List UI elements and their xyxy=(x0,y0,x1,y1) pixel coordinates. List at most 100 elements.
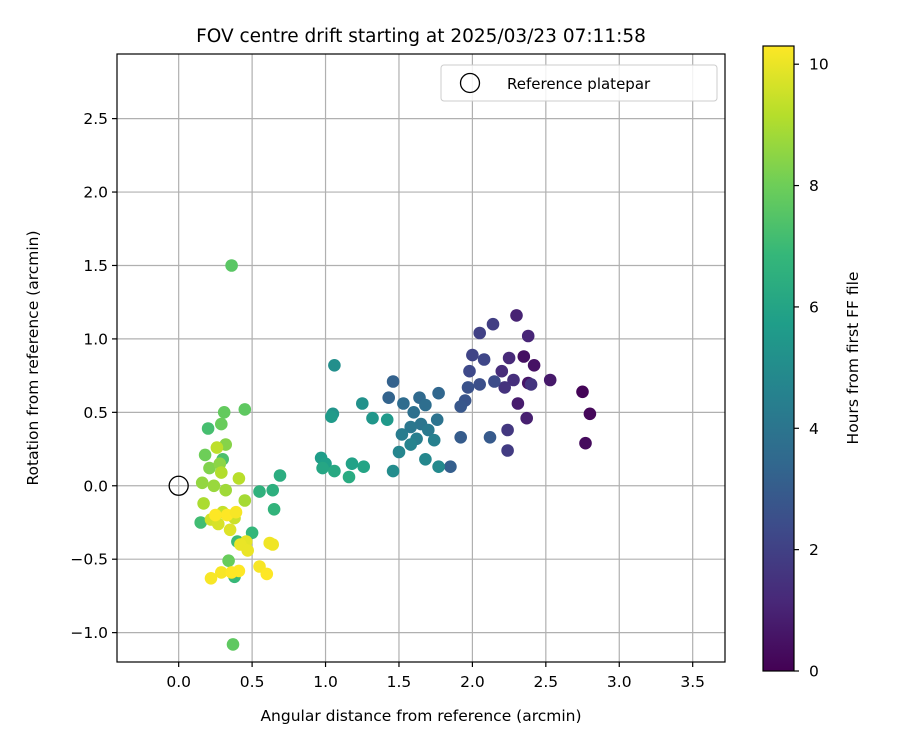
legend-label: Reference platepar xyxy=(507,75,651,93)
data-point xyxy=(422,423,435,437)
y-tick-label: 0.5 xyxy=(83,404,108,422)
data-point xyxy=(241,544,254,557)
data-point xyxy=(215,466,228,479)
data-point xyxy=(197,497,210,510)
data-point xyxy=(201,422,215,435)
colorbar-gradient xyxy=(763,46,794,671)
data-point xyxy=(273,469,287,482)
data-point xyxy=(463,364,476,378)
data-point xyxy=(527,359,541,372)
data-point xyxy=(454,431,468,444)
colorbar-ticks: 0 2 4 6 8 10 xyxy=(794,56,829,681)
data-point xyxy=(204,572,218,585)
data-point xyxy=(419,398,432,412)
y-tick-label: −0.5 xyxy=(70,551,108,569)
data-point xyxy=(444,460,457,474)
data-point xyxy=(511,397,525,410)
data-point xyxy=(217,406,231,419)
colorbar-tick-label: 6 xyxy=(809,298,819,316)
data-point xyxy=(357,460,371,474)
y-axis-ticks: −1.0 −0.5 0.0 0.5 1.0 1.5 2.0 2.5 xyxy=(70,110,117,642)
data-point xyxy=(260,567,274,581)
y-tick-label: 1.0 xyxy=(83,330,108,348)
data-point xyxy=(510,309,523,322)
y-tick-label: −1.0 xyxy=(70,624,108,642)
colorbar-tick-label: 10 xyxy=(809,56,829,74)
x-tick-label: 0.5 xyxy=(240,673,265,691)
chart-title: FOV centre drift starting at 2025/03/23 … xyxy=(196,26,646,47)
x-axis-label: Angular distance from reference (arcmin) xyxy=(260,707,581,725)
data-point xyxy=(382,391,396,405)
data-point xyxy=(432,460,445,474)
data-point xyxy=(404,420,418,434)
data-point xyxy=(427,433,441,447)
data-point xyxy=(266,538,280,551)
x-axis-ticks: 0.0 0.5 1.0 1.5 2.0 2.5 3.0 3.5 xyxy=(166,662,705,691)
data-point xyxy=(386,464,400,478)
x-tick-label: 2.0 xyxy=(460,673,485,691)
data-point xyxy=(356,397,369,410)
colorbar-tick-label: 0 xyxy=(809,663,819,681)
data-point xyxy=(238,403,252,416)
reference-platepar-marker xyxy=(168,475,189,496)
data-point xyxy=(380,413,394,427)
data-point xyxy=(524,378,538,391)
data-point xyxy=(345,457,359,471)
data-point xyxy=(232,564,246,578)
data-points xyxy=(194,259,597,651)
data-point xyxy=(488,375,501,388)
reference-marker-layer xyxy=(168,475,189,496)
y-tick-label: 2.5 xyxy=(83,110,108,128)
data-point xyxy=(222,554,235,567)
x-tick-label: 1.5 xyxy=(387,673,412,691)
colorbar-tick-label: 4 xyxy=(809,420,819,438)
data-point xyxy=(366,411,379,425)
legend-marker-icon xyxy=(459,72,481,94)
data-point xyxy=(483,431,497,444)
data-point xyxy=(328,464,341,478)
colorbar: 0 2 4 6 8 10 Hours from first FF file xyxy=(762,45,862,681)
data-point xyxy=(209,508,222,522)
data-point xyxy=(266,483,280,497)
data-point xyxy=(432,386,445,400)
x-tick-label: 1.0 xyxy=(313,673,338,691)
data-point xyxy=(473,326,487,340)
data-point xyxy=(407,406,421,419)
data-point xyxy=(328,359,341,372)
x-tick-label: 2.5 xyxy=(534,673,559,691)
data-point xyxy=(253,485,266,498)
data-point xyxy=(203,461,216,475)
data-point xyxy=(392,445,406,459)
data-point xyxy=(477,353,491,366)
data-point xyxy=(430,413,444,427)
data-point xyxy=(226,638,240,651)
data-point xyxy=(543,373,557,387)
data-point xyxy=(229,505,243,519)
data-point xyxy=(232,472,246,485)
data-point xyxy=(495,364,509,378)
data-point xyxy=(223,523,237,537)
data-point xyxy=(502,351,516,365)
data-point xyxy=(219,483,232,497)
colorbar-tick-label: 2 xyxy=(809,541,819,559)
data-point xyxy=(215,417,228,431)
y-tick-label: 1.5 xyxy=(83,257,108,275)
data-point xyxy=(397,397,410,410)
data-point xyxy=(473,378,487,391)
data-point xyxy=(198,448,212,462)
data-point xyxy=(498,381,512,394)
data-point xyxy=(466,348,479,362)
data-point xyxy=(454,400,468,413)
data-point xyxy=(325,410,338,424)
data-point xyxy=(507,373,520,387)
legend-box xyxy=(440,64,718,102)
data-point xyxy=(576,385,589,399)
data-point xyxy=(517,350,531,363)
data-point xyxy=(404,438,418,451)
data-point xyxy=(210,441,224,454)
x-tick-label: 3.0 xyxy=(607,673,632,691)
data-point xyxy=(501,423,514,437)
colorbar-label: Hours from first FF file xyxy=(844,272,862,445)
data-point xyxy=(238,494,252,507)
